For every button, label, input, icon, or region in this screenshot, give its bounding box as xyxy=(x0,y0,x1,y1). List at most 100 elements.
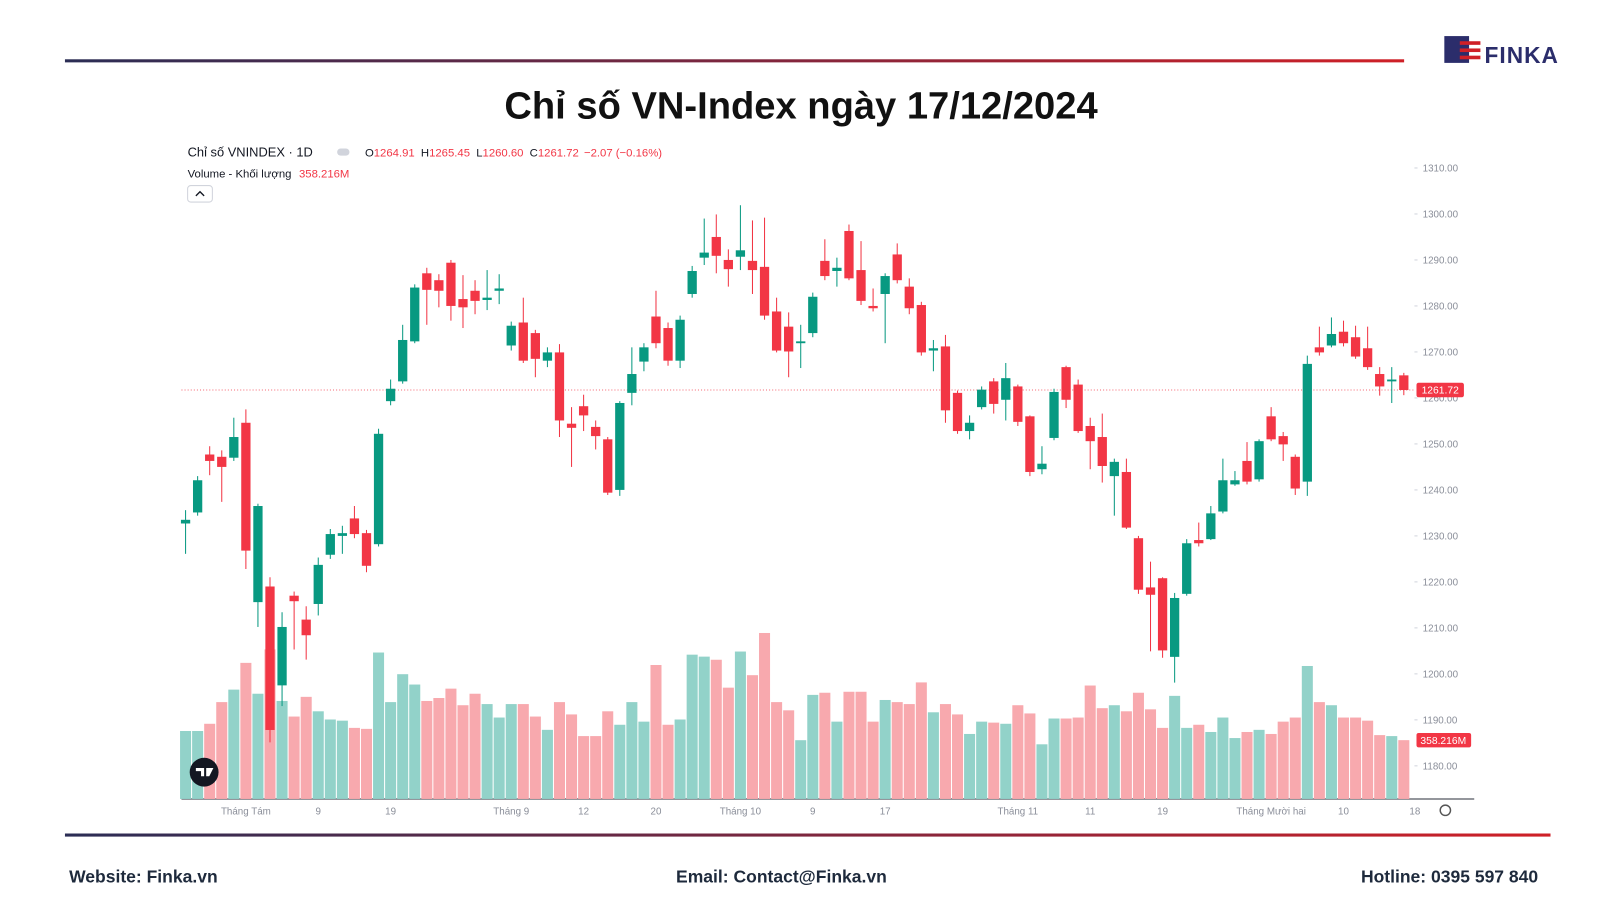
y-tick-label: 1180.00 xyxy=(1423,761,1458,772)
symbol-label: Chỉ số VNINDEX · 1D xyxy=(188,145,313,160)
volume-bar xyxy=(1048,718,1060,799)
footer-rule xyxy=(64,833,1551,837)
y-tick-label: 1260.00 xyxy=(1423,394,1459,405)
collapse-button[interactable] xyxy=(187,185,213,203)
volume-bar xyxy=(976,721,988,799)
change-value: −2.07 (−0.16%) xyxy=(584,148,662,160)
volume-bar xyxy=(578,736,590,799)
candle-body xyxy=(1338,331,1349,344)
volume-bar xyxy=(240,662,252,799)
candle-body xyxy=(434,280,444,291)
footer-hotline: Hotline: 0395 597 840 xyxy=(1361,866,1538,886)
candle-body xyxy=(1362,348,1373,368)
candle-body xyxy=(301,619,311,636)
volume-bar xyxy=(433,698,445,799)
candle-body xyxy=(952,392,963,432)
volume-bar xyxy=(180,731,192,799)
volume-bar xyxy=(855,691,867,799)
volume-bar xyxy=(324,719,336,799)
candle-body xyxy=(1085,425,1095,442)
volume-bar xyxy=(927,712,939,799)
volume-bar xyxy=(252,693,264,799)
title: Chỉ số VN-Index ngày 17/12/2024 xyxy=(504,85,1097,128)
candle-body xyxy=(192,480,203,513)
volume-bar xyxy=(867,721,879,799)
candle-body xyxy=(1037,463,1047,470)
volume-bar xyxy=(746,675,758,799)
candle-body xyxy=(554,352,565,421)
candle-body xyxy=(229,437,239,458)
volume-bar xyxy=(1036,744,1048,799)
candle-body xyxy=(1073,384,1083,432)
logo-text: FINKA xyxy=(1485,42,1559,68)
volume-bar xyxy=(771,702,783,799)
volume-bar xyxy=(1265,733,1277,799)
candle-body xyxy=(325,534,335,555)
candle-body xyxy=(337,533,348,536)
candle-body xyxy=(675,319,685,361)
volume-tag xyxy=(1416,732,1472,748)
candle-body xyxy=(277,626,287,686)
candle-body xyxy=(398,339,408,382)
plot: 1180.00 1190.00 1200.00 1210.00 1220.00 1230.… xyxy=(180,164,1472,817)
ohlc-value: 1265.45 xyxy=(429,148,470,160)
ohlc-name: O xyxy=(365,148,374,160)
candle-body xyxy=(868,305,878,309)
x-tick-label: Tháng 10 xyxy=(720,806,762,817)
candle-body xyxy=(627,374,637,393)
candle-body xyxy=(470,290,480,301)
candle-body xyxy=(735,250,746,257)
x-tick-label: Tháng Tám xyxy=(221,806,271,817)
candle-body xyxy=(385,388,396,402)
candle-body xyxy=(940,346,951,411)
x-tick-label: 19 xyxy=(1157,806,1168,817)
candle-body xyxy=(663,328,673,361)
volume-bar xyxy=(312,711,324,799)
volume-bar xyxy=(626,702,638,799)
x-tick-label: Tháng 11 xyxy=(998,806,1039,817)
candle-body xyxy=(964,422,975,432)
volume-bar xyxy=(228,689,240,799)
header-rule xyxy=(64,59,1405,63)
x-tick-label: Tháng 9 xyxy=(493,806,529,817)
candle-body xyxy=(1230,480,1240,485)
volume-bar xyxy=(903,704,915,799)
volume-header-value: 358.216M xyxy=(299,168,349,180)
candle-body xyxy=(856,270,866,301)
candle-body xyxy=(711,236,721,256)
candle-body xyxy=(699,252,709,258)
volume-bar xyxy=(566,714,578,799)
candle-body xyxy=(892,254,902,281)
y-tick-label: 1220.00 xyxy=(1423,578,1459,589)
volume-bar xyxy=(662,724,674,799)
candle-body xyxy=(1049,391,1059,438)
volume-bar xyxy=(288,716,300,799)
candle-body xyxy=(784,326,794,352)
candle-body xyxy=(518,322,528,361)
volume-bar xyxy=(939,704,951,799)
price-tag-label: 1261.72 xyxy=(1422,386,1459,397)
candle-body xyxy=(422,273,432,290)
candle-body xyxy=(566,423,577,428)
candle-body xyxy=(591,426,601,437)
x-tick-label: 10 xyxy=(1338,806,1349,817)
candle-body xyxy=(1350,337,1361,357)
volume-bar xyxy=(421,700,433,799)
volume-bar xyxy=(481,704,493,799)
candle-body xyxy=(639,347,649,362)
candle-body xyxy=(651,316,661,344)
candle-body xyxy=(1194,540,1204,544)
volume-bar xyxy=(1301,665,1313,799)
volume-bar xyxy=(952,714,964,799)
volume-bar xyxy=(879,699,891,799)
candle-body xyxy=(1061,367,1071,400)
volume-bar xyxy=(1313,702,1325,799)
candle-body xyxy=(1109,461,1119,477)
volume-bar xyxy=(1241,731,1253,799)
volume-bar xyxy=(1325,705,1337,799)
settings-icon[interactable] xyxy=(1439,804,1452,817)
volume-bar xyxy=(964,733,976,799)
footer-website: Website: Finka.vn xyxy=(69,866,218,886)
candle-body xyxy=(1182,543,1192,594)
x-tick-label: 20 xyxy=(651,806,662,817)
